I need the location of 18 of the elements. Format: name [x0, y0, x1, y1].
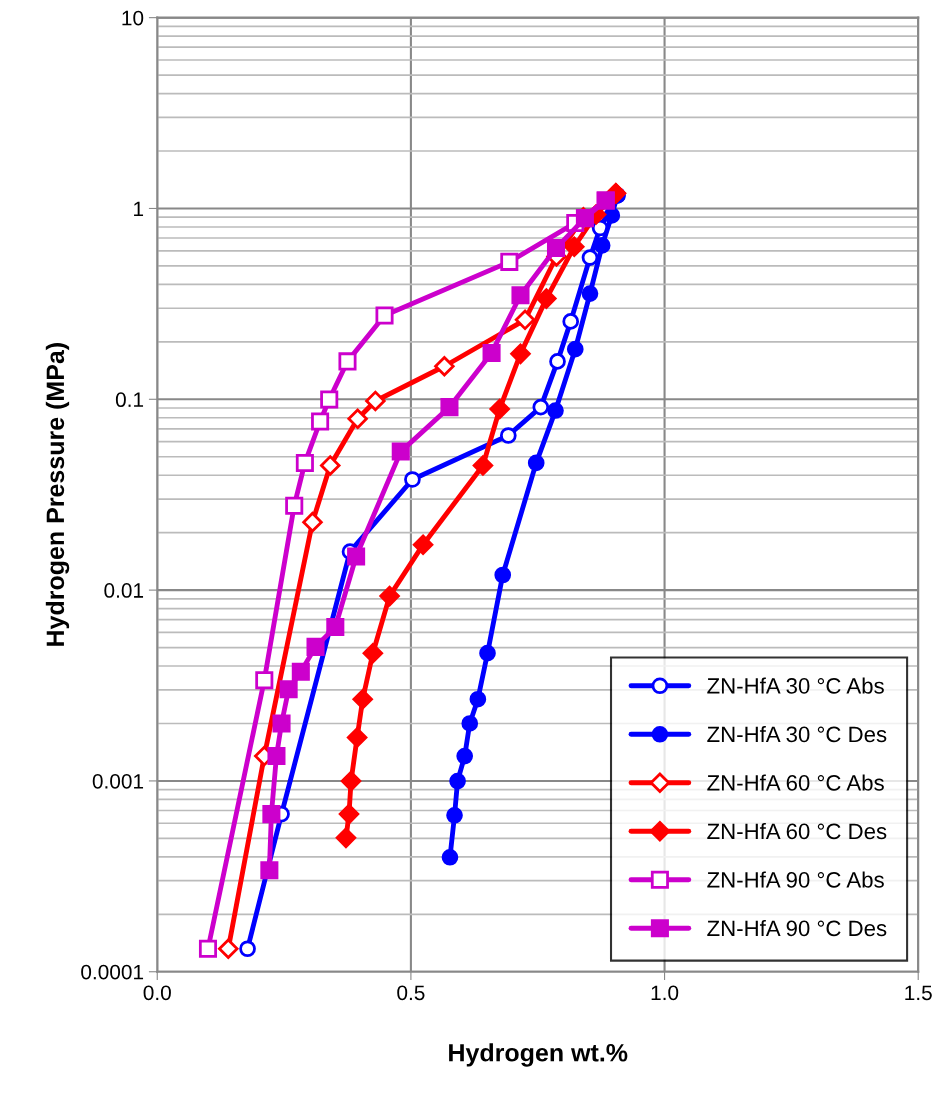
legend-label: ZN-HfA 90 °C Abs: [707, 871, 884, 888]
y-tick-label: 10: [122, 10, 144, 26]
y-tick-label: 0.1: [115, 392, 144, 408]
y-tick-label: 1: [134, 201, 144, 217]
legend-label: ZN-HfA 60 °C Des: [707, 822, 887, 840]
x-axis-title: Hydrogen wt.%: [449, 1043, 628, 1067]
legend-label: ZN-HfA 60 °C Abs: [707, 774, 884, 791]
legend-label: ZN-HfA 30 °C Abs: [707, 677, 884, 694]
x-tick-label: 1.5: [905, 985, 932, 1001]
y-tick-label: 0.01: [104, 583, 144, 598]
legend-label: ZN-HfA 30 °C Des: [707, 725, 887, 743]
y-tick-label: 0.001: [92, 773, 144, 789]
legend-label: ZN-HfA 90 °C Des: [707, 919, 887, 937]
x-tick-label: 1.0: [651, 985, 679, 1001]
x-tick-label: 0.0: [143, 985, 171, 1001]
x-tick-label: 0.5: [397, 985, 425, 1001]
y-axis-title: Hydrogen Pressure (MPa): [45, 343, 70, 646]
y-tick-label: 0.0001: [81, 964, 144, 980]
